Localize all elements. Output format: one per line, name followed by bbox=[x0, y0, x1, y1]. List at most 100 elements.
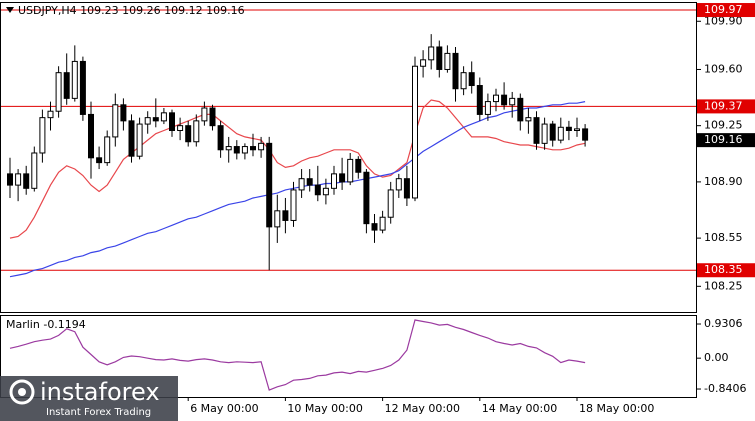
level-label: 109.37 bbox=[704, 99, 743, 112]
watermark: instaforex Instant Forex Trading bbox=[0, 376, 178, 421]
candle-body bbox=[274, 210, 281, 228]
y-tick-label: 108.25 bbox=[704, 279, 743, 292]
candle-body bbox=[347, 158, 354, 183]
candle-body bbox=[501, 94, 508, 106]
candle-body bbox=[379, 216, 386, 231]
level-label-box bbox=[697, 3, 755, 18]
candle-body bbox=[169, 112, 175, 131]
x-tick-label: 10 May 00:00 bbox=[287, 402, 362, 415]
candle-body bbox=[160, 112, 167, 122]
indicator-legend: Marlin -0.1194 bbox=[6, 318, 86, 331]
candle-body bbox=[71, 60, 78, 99]
candle-body bbox=[128, 120, 135, 157]
chart-title: USDJPY,H4 bbox=[18, 4, 77, 17]
last-price-box bbox=[697, 133, 755, 148]
candle-body bbox=[23, 173, 30, 189]
candle-body bbox=[120, 104, 127, 122]
main-plot bbox=[1, 9, 696, 278]
candle-body bbox=[225, 146, 232, 151]
y-tick-label: 0.00 bbox=[704, 351, 729, 364]
candle-body bbox=[509, 97, 516, 106]
level-label: 109.97 bbox=[704, 3, 743, 16]
candle-body bbox=[217, 125, 224, 151]
candle-body bbox=[201, 107, 208, 122]
candle-body bbox=[533, 117, 540, 144]
candle-body bbox=[193, 120, 200, 143]
candle-body bbox=[468, 72, 475, 87]
candle-body bbox=[282, 210, 289, 221]
candle-body bbox=[15, 173, 22, 186]
candle-body bbox=[144, 117, 151, 125]
y-tick-label: 109.90 bbox=[704, 14, 743, 27]
level-label: 108.35 bbox=[704, 263, 743, 276]
candle-body bbox=[290, 189, 297, 221]
sub-panel-border bbox=[0, 315, 697, 398]
candle-body bbox=[322, 187, 329, 196]
header-ohlc-value: 109.12 bbox=[164, 4, 203, 17]
x-tick-label: 12 May 00:00 bbox=[385, 402, 460, 415]
collapse-icon bbox=[6, 7, 14, 13]
candle-body bbox=[209, 107, 216, 127]
candle-body bbox=[339, 173, 346, 183]
x-tick-label: 6 May 00:00 bbox=[190, 402, 258, 415]
axes: 109.90 109.60 109.25 108.90 108.55 108.25 109.… bbox=[187, 3, 755, 415]
candle-body bbox=[136, 123, 143, 157]
candle-body bbox=[55, 72, 62, 112]
watermark-brand: instaforex bbox=[40, 378, 160, 406]
y-tick-label: -0.8406 bbox=[704, 382, 746, 395]
candle-body bbox=[152, 117, 159, 122]
candle-body bbox=[541, 123, 548, 144]
y-tick-label: 109.25 bbox=[704, 119, 743, 132]
candle-body bbox=[363, 171, 370, 225]
candle-body bbox=[549, 123, 556, 141]
candle-body bbox=[444, 52, 451, 70]
candle-body bbox=[314, 184, 321, 196]
level-label-box bbox=[697, 99, 755, 114]
candle-body bbox=[355, 158, 362, 173]
watermark-tagline: Instant Forex Trading bbox=[46, 407, 151, 418]
candle-body bbox=[104, 136, 111, 164]
candle-body bbox=[241, 146, 248, 154]
y-tick-label: 108.90 bbox=[704, 175, 743, 188]
indicator-line bbox=[9, 319, 586, 391]
candle-body bbox=[63, 72, 70, 99]
candle-body bbox=[185, 125, 192, 143]
candle-body bbox=[412, 65, 418, 199]
candle-body bbox=[250, 146, 256, 151]
y-tick-label: 0.9306 bbox=[704, 317, 743, 330]
y-tick-label: 109.60 bbox=[704, 62, 743, 75]
indicator-name: Marlin bbox=[6, 318, 40, 331]
watermark-icon-dot bbox=[18, 388, 26, 396]
watermark-icon bbox=[9, 379, 35, 405]
candle-body bbox=[177, 125, 184, 131]
candle-body bbox=[266, 142, 273, 228]
y-tick-label: 108.55 bbox=[704, 231, 743, 244]
candle-body bbox=[258, 142, 265, 151]
candle-body bbox=[395, 178, 402, 191]
candle-body bbox=[112, 104, 119, 138]
candle-body bbox=[565, 126, 572, 131]
candle-body bbox=[331, 173, 337, 189]
candle-body bbox=[460, 72, 467, 90]
candle-body bbox=[31, 152, 38, 189]
candle-body bbox=[403, 178, 410, 199]
candle-body bbox=[306, 178, 313, 186]
header-ohlc-value: 109.16 bbox=[206, 4, 245, 17]
candle-body bbox=[493, 94, 499, 103]
sub-plot bbox=[9, 319, 586, 391]
candle-body bbox=[39, 117, 46, 154]
candle-body bbox=[420, 59, 427, 67]
candle-body bbox=[7, 173, 13, 186]
candle-body bbox=[525, 117, 532, 122]
candle-body bbox=[96, 157, 103, 164]
candle-body bbox=[428, 46, 435, 61]
candle-body bbox=[371, 223, 378, 231]
candle-body bbox=[476, 85, 483, 115]
candle-body bbox=[88, 113, 94, 159]
moving-average bbox=[9, 101, 586, 278]
x-tick-label: 14 May 00:00 bbox=[482, 402, 557, 415]
x-tick-label: 18 May 00:00 bbox=[579, 402, 654, 415]
candle-body bbox=[298, 178, 305, 191]
candle-body bbox=[484, 101, 491, 115]
